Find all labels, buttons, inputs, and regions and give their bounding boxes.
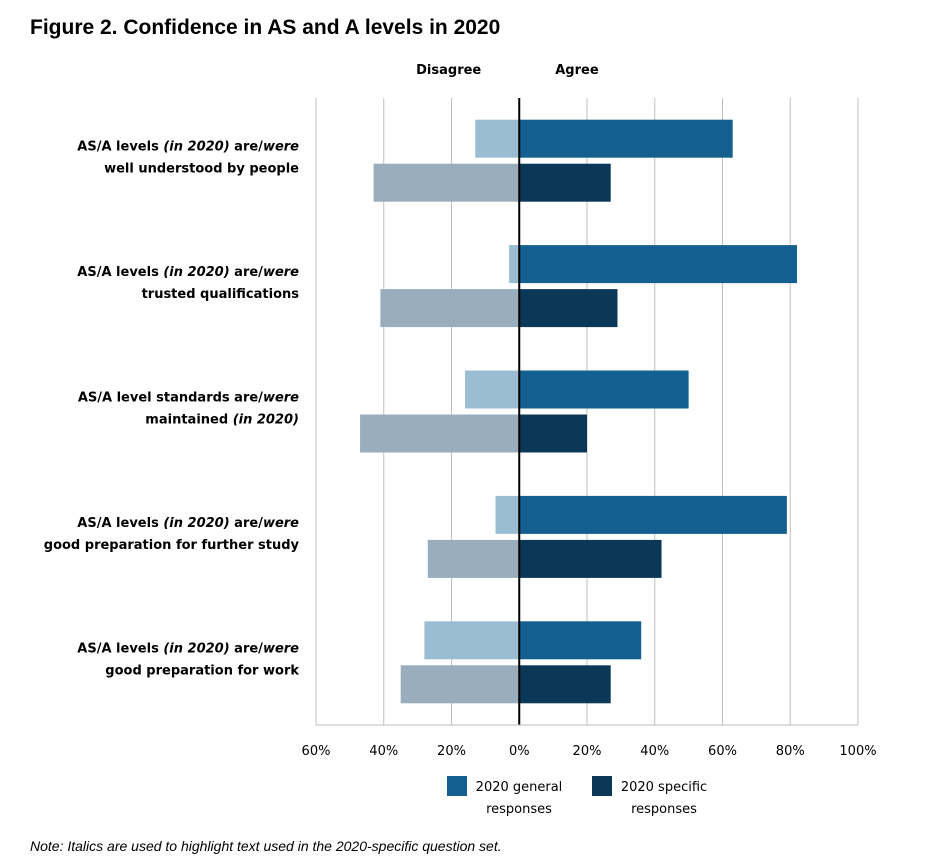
- category-label-segment: are/: [230, 516, 264, 531]
- category-label-segment: are/: [230, 140, 264, 155]
- disagree-label: Disagree: [416, 63, 481, 78]
- bar-disagree: [465, 370, 520, 409]
- x-tick-label: 0%: [509, 744, 530, 759]
- category-label: AS/A level standards are/were: [78, 391, 299, 406]
- bar-agree: [519, 539, 662, 578]
- category-label-segment: are/: [230, 641, 264, 656]
- bar-disagree: [495, 495, 520, 534]
- category-label-segment: (in 2020): [163, 265, 229, 280]
- category-label: good preparation for further study: [44, 538, 300, 553]
- category-label: trusted qualifications: [142, 287, 300, 302]
- figure-title: Figure 2. Confidence in AS and A levels …: [30, 16, 501, 39]
- x-tick-label: 80%: [776, 744, 805, 759]
- category-label-segment: (in 2020): [163, 140, 229, 155]
- x-tick-label: 60%: [708, 744, 737, 759]
- agree-label: Agree: [555, 63, 599, 78]
- category-label-segment: AS/A levels: [77, 140, 163, 155]
- category-label-segment: (in 2020): [163, 641, 229, 656]
- category-label-segment: (in 2020): [163, 516, 229, 531]
- category-label-segment: AS/A levels: [77, 265, 163, 280]
- bar-disagree: [360, 414, 520, 453]
- x-tick-label: 20%: [573, 744, 602, 759]
- category-label: well understood by people: [104, 162, 299, 177]
- diverging-bar-chart: AS/A levels (in 2020) are/were well under…: [44, 63, 877, 817]
- bar-agree: [519, 370, 689, 409]
- category-label-segment: AS/A levels: [77, 516, 163, 531]
- bar-agree: [519, 665, 611, 704]
- category-label-segment: trusted qualifications: [142, 287, 300, 302]
- bar-agree: [519, 414, 587, 453]
- category-label-segment: AS/A level standards are/: [78, 391, 263, 406]
- category-label: maintained (in 2020): [145, 413, 299, 428]
- category-label-segment: were: [263, 516, 299, 531]
- bar-disagree: [427, 539, 520, 578]
- legend-swatch: [592, 776, 612, 796]
- category-label-segment: maintained: [145, 413, 232, 428]
- bar-disagree: [373, 163, 520, 202]
- x-tick-label: 40%: [640, 744, 669, 759]
- x-tick-label: 100%: [839, 744, 876, 759]
- category-label: AS/A levels (in 2020) are/were: [77, 265, 299, 280]
- category-label-segment: well understood by people: [104, 162, 299, 177]
- category-label: AS/A levels (in 2020) are/were: [77, 516, 299, 531]
- bar-agree: [519, 621, 642, 660]
- legend-label: 2020 specific: [621, 780, 707, 795]
- footnote: Note: Italics are used to highlight text…: [30, 838, 502, 854]
- x-tick-label: 60%: [302, 744, 331, 759]
- category-label: good preparation for work: [105, 663, 299, 678]
- category-label-segment: good preparation for work: [105, 663, 299, 678]
- legend-label: responses: [486, 802, 552, 817]
- bar-disagree: [380, 289, 520, 328]
- legend-label: responses: [631, 802, 697, 817]
- x-tick-label: 40%: [369, 744, 398, 759]
- bar-agree: [519, 119, 733, 158]
- bar-disagree: [475, 119, 520, 158]
- bar-disagree: [400, 665, 520, 704]
- legend-swatch: [447, 776, 467, 796]
- x-tick-label: 20%: [437, 744, 466, 759]
- bar-agree: [519, 289, 618, 328]
- category-label-segment: good preparation for further study: [44, 538, 300, 553]
- category-label-segment: were: [263, 391, 299, 406]
- category-label: AS/A levels (in 2020) are/were: [77, 140, 299, 155]
- bar-disagree: [509, 245, 520, 284]
- legend-label: 2020 general: [476, 780, 563, 795]
- category-label-segment: are/: [230, 265, 264, 280]
- bar-agree: [519, 495, 787, 534]
- category-label-segment: AS/A levels: [77, 641, 163, 656]
- category-label-segment: were: [263, 265, 299, 280]
- bar-agree: [519, 245, 798, 284]
- category-label-segment: (in 2020): [233, 413, 299, 428]
- category-label-segment: were: [263, 641, 299, 656]
- bar-disagree: [424, 621, 520, 660]
- category-label-segment: were: [263, 140, 299, 155]
- bar-agree: [519, 163, 611, 202]
- category-label: AS/A levels (in 2020) are/were: [77, 641, 299, 656]
